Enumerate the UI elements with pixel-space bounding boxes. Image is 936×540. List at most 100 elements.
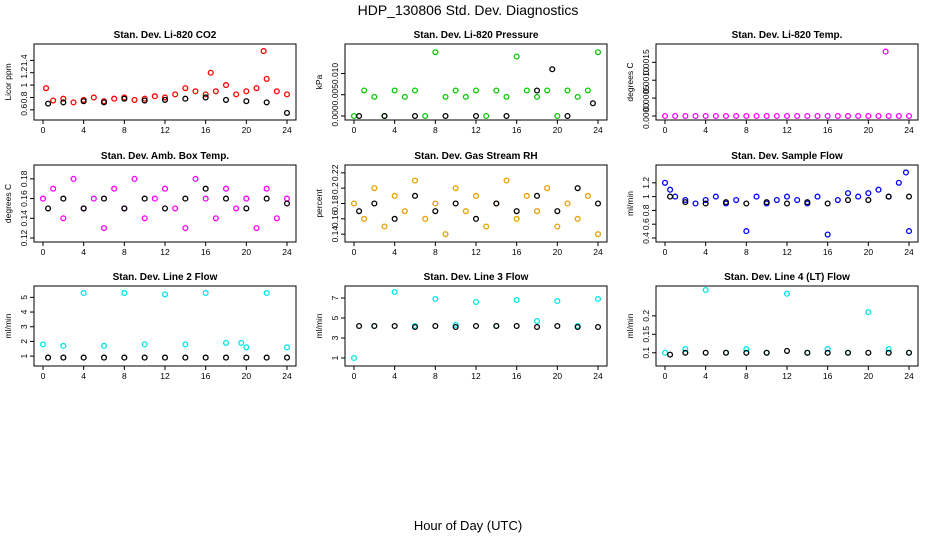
data-point — [533, 87, 541, 94]
data-point — [141, 215, 148, 222]
data-point — [356, 322, 363, 330]
y-tick-label: 1.2 — [19, 67, 29, 79]
y-axis-label: Licor ppm — [3, 63, 13, 100]
data-point — [151, 93, 158, 100]
x-tick-label: 12 — [160, 247, 170, 257]
y-tick-label: 1 — [641, 194, 651, 199]
y-axis-label: ml/min — [625, 191, 635, 216]
data-point — [682, 349, 689, 356]
data-point — [452, 200, 459, 207]
data-point — [733, 112, 740, 120]
x-tick-label: 0 — [352, 125, 357, 135]
data-point — [834, 197, 841, 204]
x-tick-label: 20 — [864, 371, 874, 381]
data-point — [60, 195, 67, 202]
x-tick-label: 0 — [352, 371, 357, 381]
data-point — [432, 208, 439, 215]
data-point — [161, 96, 169, 103]
data-point — [391, 192, 398, 199]
data-point — [361, 215, 368, 222]
data-point — [121, 289, 128, 296]
data-point — [50, 97, 57, 104]
data-point — [513, 322, 520, 330]
data-point — [222, 195, 230, 202]
data-point — [472, 87, 480, 94]
data-point — [905, 228, 913, 235]
y-axis-label: degrees C — [3, 184, 13, 223]
data-point — [533, 323, 541, 331]
data-point — [783, 347, 791, 354]
y-tick-label: 0.18 — [19, 170, 29, 187]
data-point — [172, 205, 179, 212]
data-point — [814, 112, 821, 120]
y-tick-label: 0.0000 — [641, 103, 651, 129]
data-point — [371, 93, 378, 100]
data-point — [182, 85, 189, 92]
data-point — [503, 93, 510, 100]
data-point — [121, 354, 128, 361]
y-tick-label: 1 — [330, 355, 340, 360]
data-point — [824, 200, 831, 207]
data-point — [865, 349, 872, 356]
data-point — [794, 197, 801, 204]
data-point — [80, 289, 87, 296]
y-tick-label: 0.010 — [330, 63, 340, 85]
figure-xlabel: Hour of Day (UTC) — [413, 518, 523, 533]
y-tick-label: 0.000 — [330, 105, 340, 127]
data-point — [682, 199, 689, 206]
data-point — [523, 192, 530, 199]
data-point — [493, 200, 500, 207]
data-point — [865, 197, 872, 204]
y-tick-label: 1.4 — [19, 54, 29, 66]
x-tick-label: 16 — [823, 125, 833, 135]
x-tick-label: 12 — [471, 247, 481, 257]
data-point — [574, 323, 581, 331]
data-point — [202, 185, 209, 192]
data-point — [594, 49, 602, 56]
y-axis-label: degrees C — [625, 62, 635, 101]
y-tick-label: 0.6 — [641, 218, 651, 230]
data-point — [411, 87, 419, 94]
data-point — [554, 223, 561, 230]
data-point — [161, 94, 169, 101]
x-tick-label: 4 — [81, 371, 86, 381]
data-point — [905, 193, 913, 200]
x-tick-label: 20 — [553, 371, 563, 381]
data-point — [283, 91, 291, 98]
data-point — [905, 112, 913, 120]
y-tick-label: 0.6 — [19, 104, 29, 116]
data-point — [875, 112, 882, 120]
x-tick-label: 12 — [471, 125, 481, 135]
data-point — [493, 322, 500, 330]
data-point — [161, 205, 169, 212]
data-point — [202, 94, 209, 101]
data-point — [584, 192, 591, 199]
data-point — [712, 112, 719, 120]
data-point — [574, 185, 581, 192]
data-point — [161, 354, 169, 361]
x-tick-label: 4 — [81, 247, 86, 257]
data-point — [350, 200, 358, 207]
data-point — [544, 185, 551, 192]
data-point — [513, 215, 520, 222]
data-point — [422, 215, 429, 222]
x-tick-label: 0 — [352, 247, 357, 257]
x-tick-label: 4 — [703, 247, 708, 257]
data-point — [100, 354, 108, 361]
data-point — [763, 349, 770, 356]
x-tick-label: 8 — [744, 371, 749, 381]
data-point — [763, 112, 770, 120]
data-point — [533, 93, 541, 100]
y-tick-label: 0.14 — [330, 226, 340, 243]
data-point — [702, 349, 709, 356]
data-point — [70, 175, 77, 182]
data-point — [411, 192, 419, 199]
data-point — [381, 112, 388, 120]
x-tick-label: 0 — [41, 371, 46, 381]
data-point — [121, 95, 128, 102]
data-point — [391, 288, 398, 296]
y-tick-label: 0.18 — [330, 195, 340, 212]
y-tick-label: 0.2 — [330, 182, 340, 194]
data-point — [222, 96, 230, 103]
data-point — [50, 185, 57, 192]
